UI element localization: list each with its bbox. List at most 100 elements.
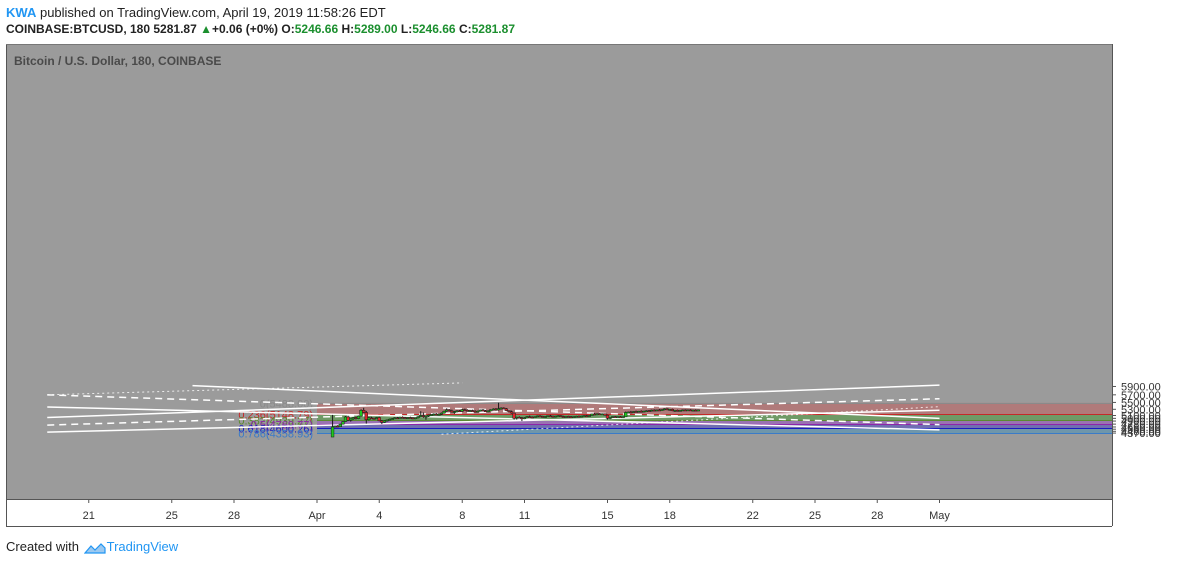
candle-body-67 — [504, 408, 508, 411]
candle-body-61 — [489, 409, 493, 412]
trendline-dotted-6 — [47, 382, 463, 396]
candle-body-12 — [362, 410, 366, 413]
candle-body-21 — [385, 419, 389, 422]
candle-body-106 — [605, 414, 610, 419]
time-tick-label-11: 28 — [871, 510, 883, 522]
symbol-label: COINBASE:BTCUSD, 180 — [6, 22, 151, 36]
price-tick-label-8: 4660.00 — [1121, 422, 1161, 434]
close-label: C: — [458, 22, 472, 36]
time-tick-label-7: 15 — [601, 510, 613, 522]
fib-zone-4 — [317, 428, 1112, 434]
candle-body-3 — [338, 423, 342, 427]
time-tick-label-3: Apr — [308, 510, 325, 522]
candle-body-33 — [416, 416, 420, 419]
candle-body-141 — [696, 409, 700, 412]
time-tick-label-10: 25 — [809, 510, 821, 522]
high-value: 5289.00 — [354, 22, 398, 36]
trendline-dotted-7 — [441, 406, 940, 435]
candle-body-41 — [437, 414, 441, 416]
price-tick-label-3: 5300.00 — [1121, 404, 1161, 416]
candle-body-64 — [496, 408, 501, 411]
created-with-text: Created with — [6, 539, 79, 554]
close-value: 5281.87 — [471, 22, 515, 36]
fib-zone-2 — [317, 420, 1112, 425]
time-tick-label-6: 11 — [519, 510, 530, 522]
price-tick-label-2: 5500.00 — [1121, 397, 1161, 409]
candle-body-78 — [533, 416, 537, 419]
time-tick-label-12: May — [929, 510, 950, 522]
trendline-solid-3 — [47, 409, 940, 433]
candle-body-127 — [660, 409, 664, 411]
time-axis-ticks[interactable]: 21 25 28 Apr 4 8 11 15 18 22 25 28 May — [83, 499, 951, 522]
trendline-solid-2 — [47, 384, 940, 419]
price-tick-label-5: 5000.00 — [1121, 413, 1161, 425]
candle-body-74 — [522, 417, 527, 420]
price-tick-label-10: 4460.00 — [1121, 426, 1161, 438]
candle-body-107 — [608, 417, 612, 419]
candle-body-32 — [413, 417, 418, 420]
candle-body-6 — [346, 416, 350, 421]
price-tick-label-6: 4900.00 — [1121, 416, 1161, 428]
price-tick-label-1: 5700.00 — [1121, 390, 1161, 402]
fib-zone-1 — [317, 414, 1112, 421]
publish-line: KWA published on TradingView.com, April … — [6, 5, 386, 20]
candle-body-88 — [559, 415, 563, 417]
time-tick-label-9: 22 — [747, 510, 759, 522]
time-tick-label-1: 25 — [166, 510, 178, 522]
tradingview-logo-icon — [83, 542, 106, 554]
candle-body-113 — [624, 412, 628, 418]
candle-body-23 — [390, 418, 394, 420]
candle-body-99 — [587, 415, 591, 417]
time-tick-label-8: 18 — [664, 510, 676, 522]
candle-body-7 — [349, 418, 353, 421]
chart-title: Bitcoin / U.S. Dollar, 180, COINBASE — [14, 54, 221, 68]
candle-body-10 — [356, 415, 361, 419]
candle-body-20 — [382, 420, 387, 423]
ohlc-line: COINBASE:BTCUSD, 180 5281.87 ▲+0.06 (+0%… — [6, 22, 515, 36]
time-tick-label-0: 21 — [83, 510, 95, 522]
fib-level-label-5: 0.786(4358.93) — [238, 429, 313, 441]
time-tick-label-4: 4 — [376, 510, 382, 522]
footer: Created with TradingView — [6, 539, 178, 554]
candles — [330, 402, 700, 438]
low-value: 5246.66 — [412, 22, 456, 36]
fib-level-label-0: 0(5488.00) — [260, 399, 313, 411]
price-tick-label-4: 5100.00 — [1121, 410, 1161, 422]
high-label: H: — [341, 22, 355, 36]
candle-body-112 — [621, 416, 625, 419]
candle-body-42 — [439, 412, 444, 415]
candle-body-43 — [442, 410, 446, 414]
trendline-solid-1 — [47, 406, 940, 431]
candle-body-58 — [481, 409, 485, 412]
candle-body-66 — [502, 407, 506, 410]
candle-body-47 — [452, 411, 457, 413]
price-axis-ticks: 5900.005700.005500.005300.005100.005000.… — [1112, 381, 1161, 440]
open-value: 5246.66 — [294, 22, 339, 36]
candle-body-45 — [447, 409, 451, 412]
price-tick-label-9: 4560.00 — [1121, 424, 1161, 436]
price-axis[interactable] — [1112, 44, 1188, 499]
low-label: L: — [400, 22, 413, 36]
candle-body-36 — [424, 415, 428, 418]
candle-body-56 — [476, 410, 480, 413]
candle-body-0 — [330, 426, 335, 438]
time-tick-label-5: 8 — [459, 510, 465, 522]
candle-body-11 — [359, 410, 363, 417]
fib-level-label-3: 0.5(4769.77) — [251, 420, 313, 432]
trendline-dashed-5 — [47, 397, 940, 426]
tradingview-brand[interactable]: TradingView — [106, 539, 179, 554]
publish-text: published on TradingView.com, April 19, … — [39, 5, 386, 20]
price-tick-label-0: 5900.00 — [1121, 381, 1161, 393]
price-tick-label-11: 4370.00 — [1121, 428, 1161, 440]
candle-body-60 — [486, 410, 490, 413]
candle-body-13 — [364, 412, 368, 420]
candle-body-69 — [509, 411, 514, 414]
up-triangle-icon: ▲ — [200, 22, 212, 36]
author-name[interactable]: KWA — [6, 5, 37, 20]
last-price: 5281.87 — [153, 22, 197, 36]
candle-body-18 — [377, 417, 381, 422]
time-tick-label-2: 28 — [228, 510, 240, 522]
fib-zone-3 — [317, 424, 1112, 429]
candle-body-70 — [512, 412, 516, 419]
